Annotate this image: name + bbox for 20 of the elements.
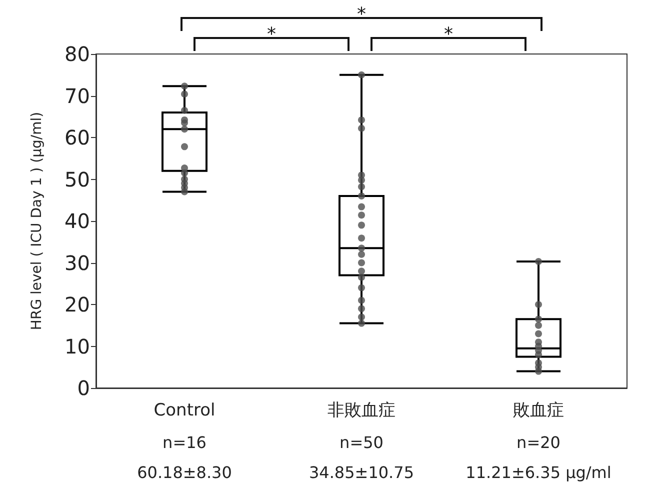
x-tick-label: 敗血症 bbox=[513, 400, 564, 420]
y-tick-label: 0 bbox=[77, 376, 90, 400]
text: n=20 bbox=[516, 433, 560, 452]
text: n=16 bbox=[162, 433, 206, 452]
text: n=50 bbox=[340, 433, 384, 452]
x-tick-label: Control bbox=[154, 400, 216, 420]
y-tick-label: 10 bbox=[64, 334, 90, 358]
y-tick-label: 80 bbox=[64, 42, 90, 66]
y-tick-label: 70 bbox=[64, 84, 90, 108]
x-tick-label: 非敗血症 bbox=[328, 400, 396, 420]
y-tick-label: 50 bbox=[64, 167, 90, 192]
y-tick-label: 60 bbox=[64, 126, 90, 150]
significance-bracket: * bbox=[370, 24, 526, 51]
text: 34.85±10.75 bbox=[308, 463, 414, 482]
y-tick-label: 20 bbox=[64, 292, 90, 316]
y-tick-label: 40 bbox=[64, 209, 90, 233]
y-axis-title: HRG level ( ICU Day 1 ) (μg/ml) bbox=[29, 112, 45, 330]
text: 11.21±6.35 μg/ml bbox=[466, 463, 612, 482]
y-tick-label: 30 bbox=[64, 250, 90, 275]
text: 60.18±8.30 bbox=[137, 463, 232, 482]
